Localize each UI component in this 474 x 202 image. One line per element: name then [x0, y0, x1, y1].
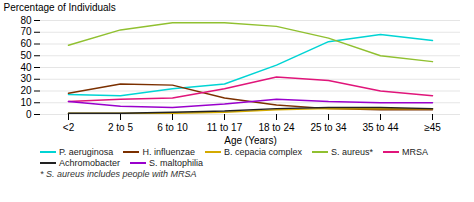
- svg-text:80: 80: [20, 15, 32, 26]
- svg-text:11 to 17: 11 to 17: [207, 122, 243, 133]
- svg-text:2 to 5: 2 to 5: [108, 122, 133, 133]
- svg-text:18 to 24: 18 to 24: [258, 122, 295, 133]
- svg-text:20: 20: [20, 85, 32, 96]
- html-text:MRSA: MRSA: [402, 147, 428, 157]
- svg-text:<2: <2: [63, 122, 75, 133]
- html-text:H. influenzae: H. influenzae: [142, 147, 195, 157]
- html-text:Achromobacter: Achromobacter: [59, 158, 120, 168]
- svg-text:Percentage of Individuals: Percentage of Individuals: [4, 2, 116, 13]
- svg-text:35 to 44: 35 to 44: [362, 122, 399, 133]
- html-text:* S. aureus includes people wi: * S. aureus includes people with MRSA: [40, 169, 197, 179]
- html-text:P. aeruginosa: P. aeruginosa: [59, 147, 114, 157]
- html-text:S. aureus*: S. aureus*: [331, 147, 373, 157]
- svg-text:0: 0: [26, 109, 32, 120]
- svg-text:40: 40: [20, 62, 32, 73]
- svg-text:Age (Years): Age (Years): [224, 135, 276, 146]
- svg-text:60: 60: [20, 38, 32, 49]
- svg-text:30: 30: [20, 73, 32, 84]
- svg-text:25 to 34: 25 to 34: [310, 122, 347, 133]
- svg-text:50: 50: [20, 50, 32, 61]
- html-text:B. cepacia complex: B. cepacia complex: [223, 147, 302, 157]
- svg-text:≥45: ≥45: [424, 122, 441, 133]
- svg-text:6 to 10: 6 to 10: [157, 122, 188, 133]
- html-text:S. maltophilia: S. maltophilia: [149, 158, 204, 168]
- svg-text:10: 10: [20, 97, 32, 108]
- svg-text:70: 70: [20, 26, 32, 37]
